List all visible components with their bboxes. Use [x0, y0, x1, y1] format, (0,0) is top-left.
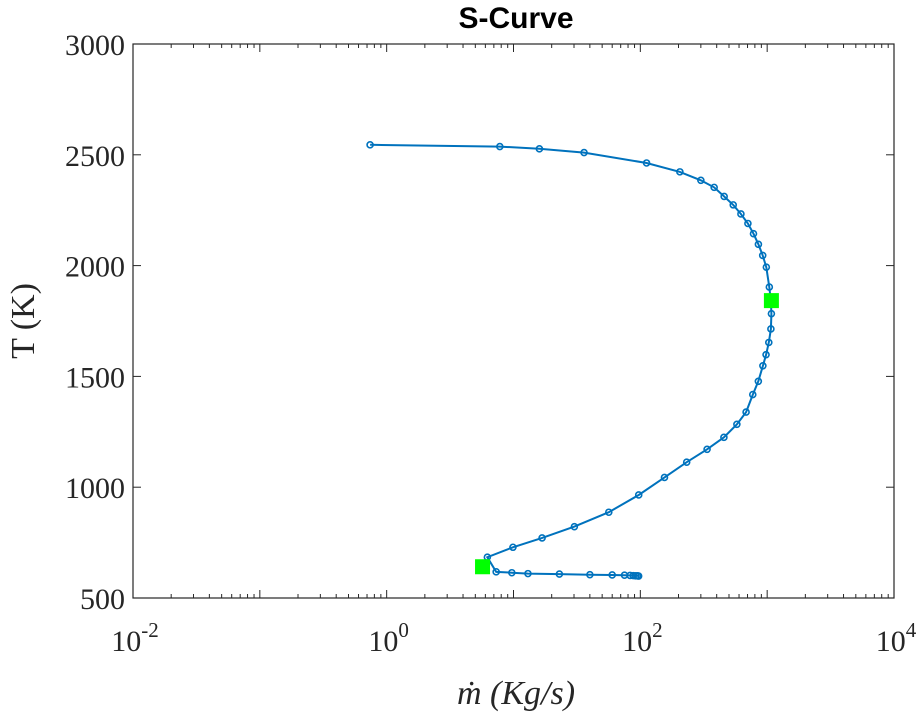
data-point	[555, 570, 564, 578]
y-tick-label: 500	[80, 583, 125, 616]
y-axis-label: T (K)	[5, 283, 42, 359]
y-tick-label: 2000	[65, 251, 125, 284]
axis-ticks	[132, 43, 895, 599]
y-tick-label: 2500	[65, 140, 125, 173]
data-point	[586, 570, 594, 579]
data-point	[608, 571, 616, 579]
data-point	[642, 159, 651, 167]
highlight-markers	[475, 293, 779, 575]
chart-title: S-Curve	[458, 2, 573, 35]
y-tick-labels: 500 1000 1500 2000 2500 3000	[65, 29, 125, 616]
data-point	[509, 543, 517, 552]
data-point	[744, 219, 752, 228]
data-point	[762, 263, 771, 271]
x-tick-label: 104	[876, 618, 917, 658]
data-point	[570, 522, 579, 531]
data-point	[749, 229, 758, 238]
data-point	[729, 201, 738, 209]
data-point	[742, 408, 750, 416]
series-layer	[366, 141, 776, 580]
data-point	[720, 433, 728, 442]
y-tick-label: 1000	[65, 472, 125, 505]
data-point	[767, 309, 776, 318]
x-tick-label: 100	[368, 618, 409, 658]
data-point	[737, 210, 745, 218]
data-point	[366, 141, 374, 149]
series-line	[370, 143, 773, 578]
data-point	[604, 508, 613, 517]
data-point	[634, 572, 643, 580]
data-point	[754, 240, 763, 249]
data-point	[496, 142, 504, 151]
data-point	[710, 183, 718, 192]
data-point	[764, 338, 773, 347]
data-point	[765, 283, 774, 291]
x-tick-label: 102	[622, 618, 663, 658]
x-tick-labels: 10-2 100 102 104	[111, 618, 917, 658]
data-point	[762, 350, 770, 359]
x-axis-label: ṁ (Kg/s)	[457, 675, 575, 712]
data-point	[580, 148, 588, 157]
data-point	[634, 491, 643, 499]
data-point	[759, 361, 767, 370]
turning-point-marker	[763, 293, 779, 309]
data-point	[535, 145, 544, 153]
x-tick-label: 10-2	[111, 618, 159, 658]
data-point	[492, 568, 500, 576]
data-point	[703, 445, 711, 454]
turning-point-marker	[475, 559, 491, 575]
data-point	[754, 377, 763, 386]
data-point	[682, 458, 691, 466]
data-point	[748, 390, 757, 399]
data-point	[676, 168, 684, 176]
data-point	[720, 192, 728, 201]
data-point	[524, 569, 532, 578]
data-point	[758, 251, 767, 260]
data-point	[660, 473, 669, 482]
data-point	[538, 534, 546, 542]
plot-area	[132, 43, 895, 599]
data-point	[733, 420, 741, 429]
data-point	[767, 325, 775, 333]
data-point	[508, 568, 516, 577]
y-tick-label: 1500	[65, 361, 125, 394]
data-point	[697, 176, 705, 185]
y-tick-label: 3000	[65, 29, 125, 62]
